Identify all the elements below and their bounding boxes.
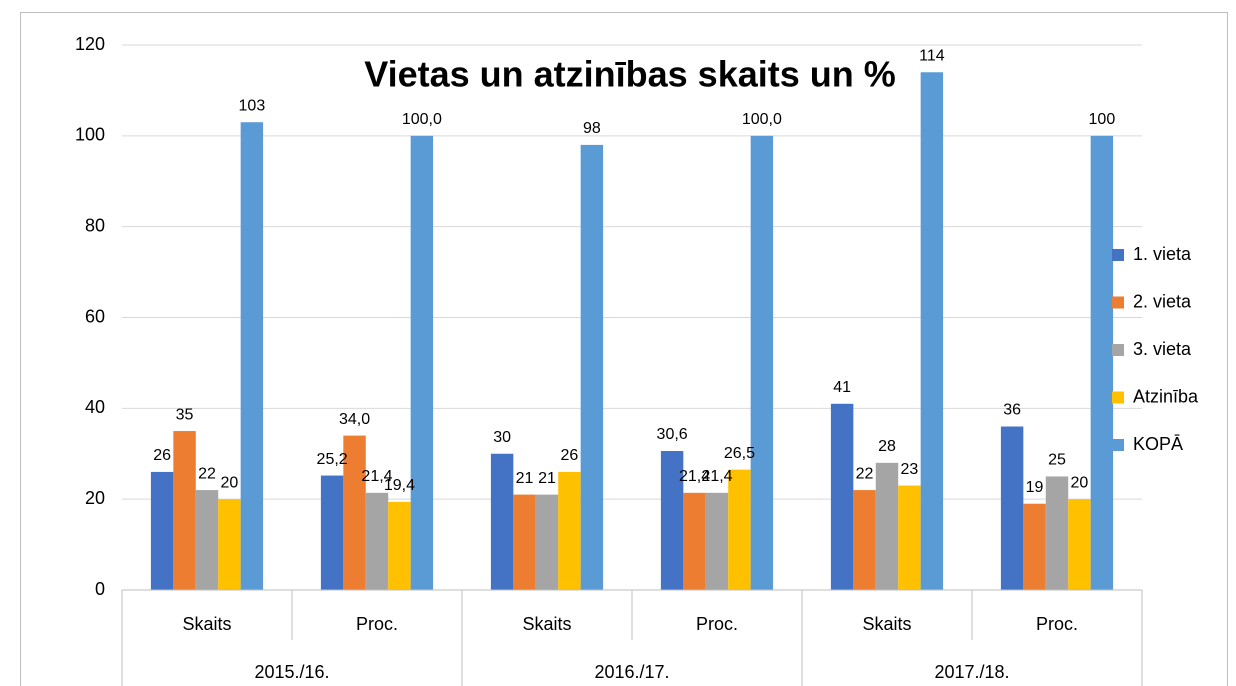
legend-label: 1. vieta [1133,244,1192,264]
bar [683,492,706,590]
y-tick-label: 80 [85,215,105,235]
bar [150,471,174,590]
bar [728,469,751,590]
data-label: 21,4 [679,468,710,485]
bar [388,501,411,590]
bar [240,122,264,590]
bar [1090,135,1114,591]
data-label: 30 [493,429,511,446]
data-label: 25 [1048,452,1066,469]
legend-swatch [1112,296,1124,309]
bar [365,492,389,590]
data-label: 28 [878,438,896,455]
y-tick-label: 100 [75,125,105,145]
data-label: 36 [1003,402,1021,419]
data-label: 30,6 [657,426,688,443]
data-label: 20 [1071,474,1089,491]
y-tick-label: 0 [95,579,105,599]
bar [343,435,366,590]
x-tick-label: Proc. [356,614,398,634]
legend-label: 2. vieta [1133,291,1192,311]
bar [558,471,581,590]
data-label: 98 [583,120,601,137]
y-tick-label: 40 [85,397,105,417]
x-tick-label: Proc. [1036,614,1078,634]
data-label: 22 [198,465,216,482]
data-label: 100,0 [402,111,442,128]
bar [875,462,899,590]
data-label: 21,4 [701,468,732,485]
bar [513,494,536,590]
x-group-label: 2015./16. [254,662,329,682]
bar [1068,499,1091,590]
x-tick-label: Skaits [182,614,231,634]
data-label: 26 [153,447,171,464]
y-tick-label: 120 [75,34,105,54]
bar [580,144,604,590]
x-tick-label: Skaits [862,614,911,634]
bar [660,451,684,590]
data-label: 19,4 [384,477,415,494]
bar [920,72,944,590]
data-label: 26 [561,447,579,464]
data-label: 21,4 [361,468,392,485]
x-group-label: 2017./18. [934,662,1009,682]
data-label: 22 [856,465,874,482]
bar [195,490,219,590]
bar [173,431,196,590]
bar [853,490,876,590]
legend-label: Atzinība [1133,386,1199,406]
bar [535,494,559,590]
legend-label: 3. vieta [1133,339,1192,359]
data-label: 41 [833,379,851,396]
bar [218,499,241,590]
bar [1023,503,1046,590]
data-label: 21 [538,470,556,487]
data-label: 103 [239,97,266,114]
legend-swatch [1112,391,1124,404]
data-label: 35 [176,406,194,423]
legend-swatch [1112,344,1124,356]
data-label: 25,2 [317,451,348,468]
y-tick-label: 60 [85,306,105,326]
bar [898,485,921,590]
bar [410,135,434,591]
legend-swatch [1112,249,1124,261]
bar [320,475,344,590]
bar [1045,476,1069,590]
data-label: 19 [1026,479,1044,496]
bar [750,135,774,591]
legend-swatch [1112,439,1124,451]
bar [830,403,854,590]
y-tick-label: 20 [85,488,105,508]
x-tick-label: Skaits [522,614,571,634]
data-label: 114 [919,47,945,64]
data-label: 20 [221,474,239,491]
chart-title: Vietas un atzinības skaits un % [364,54,896,95]
data-label: 23 [901,461,919,478]
data-label: 34,0 [339,411,370,428]
legend-label: KOPĀ [1133,434,1183,454]
bar [1000,426,1024,590]
data-label: 21 [516,470,534,487]
data-label: 26,5 [724,445,755,462]
x-tick-label: Proc. [696,614,738,634]
x-group-label: 2016./17. [594,662,669,682]
data-label: 100,0 [742,111,782,128]
bar [490,453,514,590]
data-label: 100 [1089,111,1116,128]
bar [705,492,729,590]
